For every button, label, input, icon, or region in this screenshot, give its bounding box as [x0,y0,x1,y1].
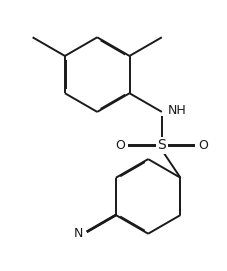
Text: NH: NH [167,104,185,117]
Text: N: N [73,227,83,240]
Text: S: S [157,138,165,153]
Text: O: O [115,139,125,152]
Text: O: O [197,139,207,152]
